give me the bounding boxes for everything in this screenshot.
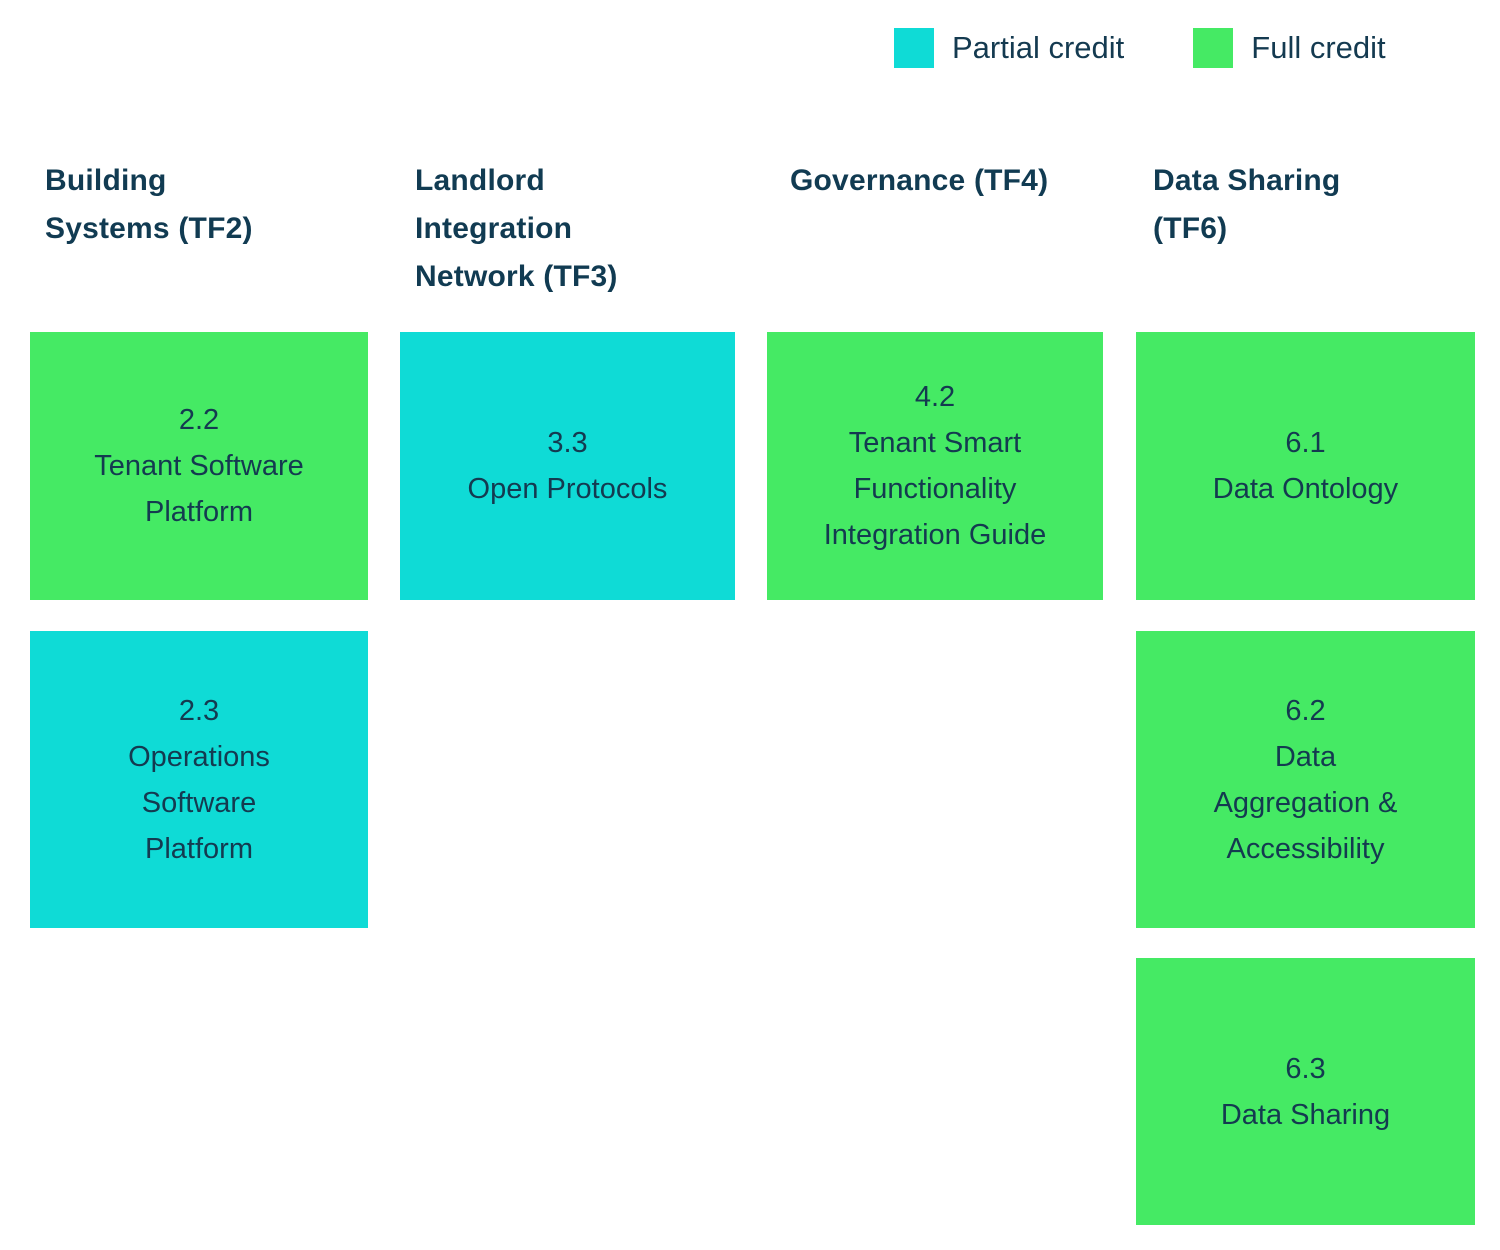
box-code: 6.2 bbox=[1285, 694, 1326, 727]
box-4-2-tenant-smart-functionality-integration-guide: 4.2 Tenant Smart Functionality Integrati… bbox=[767, 332, 1103, 600]
column-header-governance: Governance (TF4) bbox=[790, 164, 1049, 197]
box-label: Data Aggregation & Accessibility bbox=[1213, 740, 1398, 865]
box-6-1-data-ontology: 6.1 Data Ontology bbox=[1136, 332, 1475, 600]
box-6-3-data-sharing: 6.3 Data Sharing bbox=[1136, 958, 1475, 1225]
box-code: 6.3 bbox=[1285, 1052, 1326, 1085]
box-label: Open Protocols bbox=[467, 473, 668, 505]
legend-item-partial-credit: Partial credit bbox=[894, 28, 1124, 68]
column-header-data-sharing: Data Sharing (TF6) bbox=[1153, 164, 1341, 245]
partial-credit-swatch bbox=[894, 28, 934, 68]
box-label: Data Ontology bbox=[1212, 473, 1399, 505]
box-6-2-data-aggregation-accessibility: 6.2 Data Aggregation & Accessibility bbox=[1136, 631, 1475, 928]
full-credit-swatch bbox=[1193, 28, 1234, 68]
legend-label-full-credit: Full credit bbox=[1251, 30, 1386, 65]
legend-item-full-credit: Full credit bbox=[1193, 28, 1386, 68]
box-code: 2.2 bbox=[178, 404, 220, 436]
box-code: 6.1 bbox=[1285, 427, 1326, 459]
box-code: 2.3 bbox=[178, 694, 220, 727]
column-header-building-systems: Building Systems (TF2) bbox=[45, 164, 253, 245]
box-2-3-operations-software-platform: 2.3 Operations Software Platform bbox=[30, 631, 368, 928]
box-code: 4.2 bbox=[914, 381, 956, 413]
box-label: Tenant Smart Functionality Integration G… bbox=[823, 427, 1047, 551]
box-2-2-tenant-software-platform: 2.2 Tenant Software Platform bbox=[30, 332, 368, 600]
legend-label-partial-credit: Partial credit bbox=[952, 30, 1125, 65]
legend: Partial credit Full credit bbox=[894, 28, 1386, 68]
box-label: Data Sharing bbox=[1220, 1098, 1391, 1131]
box-label: Operations Software Platform bbox=[128, 740, 270, 865]
column-header-landlord-integration-network: Landlord Integration Network (TF3) bbox=[415, 164, 618, 293]
box-3-3-open-protocols: 3.3 Open Protocols bbox=[400, 332, 735, 600]
box-label: Tenant Software Platform bbox=[94, 450, 304, 528]
box-code: 3.3 bbox=[547, 427, 588, 459]
